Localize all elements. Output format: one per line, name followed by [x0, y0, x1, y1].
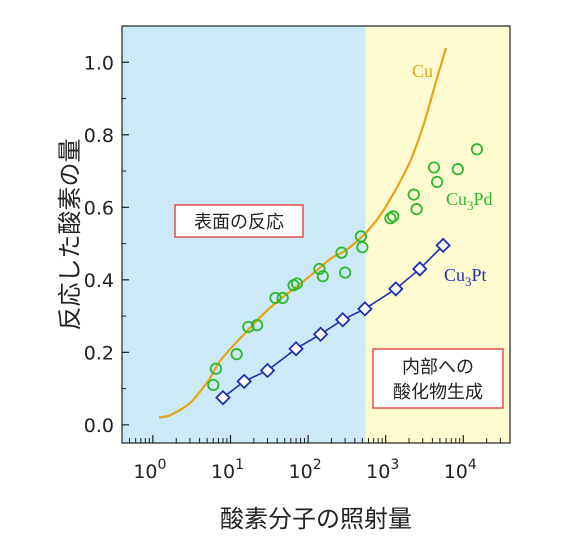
labels-layer: 酸素分子の照射量 反応した酸素の量 Cu Cu3Pd Cu3Pt 表面の反応内部への酸化物… — [56, 61, 504, 533]
cu3pd-point — [387, 210, 400, 223]
cu3pd-point — [431, 175, 444, 189]
cu3pt-point — [388, 281, 404, 297]
y-axis-title: 反応した酸素の量 — [56, 139, 84, 331]
cu3pt-point — [312, 326, 329, 342]
internal-oxide-label-line: 酸化物生成 — [393, 382, 483, 403]
x-tick-label: 103 — [366, 457, 399, 483]
cu3pd-point — [410, 203, 423, 216]
cu3pd-point — [313, 262, 326, 276]
cu3pd-point — [427, 161, 441, 174]
cu3pt-point — [236, 373, 252, 390]
cu3pd-point — [207, 378, 220, 392]
cu3pt-point — [259, 362, 276, 379]
cu3pd-point — [407, 188, 420, 201]
y-tick-label: 0.0 — [84, 415, 114, 437]
legend-cu3pt: Cu3Pt — [444, 265, 487, 289]
plot-frame — [121, 25, 511, 444]
x-tick-label: 100 — [133, 457, 166, 483]
series-cu3pt-line — [222, 244, 444, 399]
x-tick-label: 104 — [444, 457, 477, 483]
x-tick-label: 101 — [211, 457, 244, 483]
legend-cu3pd: Cu3Pd — [446, 189, 493, 213]
cu3pt-point — [335, 311, 351, 328]
cu3pt-point — [411, 261, 428, 277]
internal-oxide-box — [372, 348, 504, 409]
x-axis-title: 酸素分子の照射量 — [220, 505, 412, 533]
cu3pd-point — [339, 266, 352, 279]
cu3pt-point — [288, 340, 304, 357]
cu3pd-point — [242, 320, 255, 334]
series-layer — [158, 47, 484, 419]
cu3pd-point — [290, 277, 304, 290]
cu3pd-point — [316, 270, 329, 283]
cu3pd-point — [209, 362, 223, 375]
cu3pt-point — [435, 237, 451, 254]
cu3pt-point — [357, 301, 373, 317]
internal-oxide-label-line: 内部への — [402, 357, 474, 378]
cu3pd-point — [276, 291, 289, 305]
y-tick-label: 0.2 — [84, 342, 114, 364]
y-tick-label: 0.6 — [84, 197, 114, 219]
y-tick-label: 1.0 — [84, 52, 114, 74]
y-tick-label: 0.8 — [84, 125, 114, 147]
cu3pd-point — [451, 163, 464, 176]
cu3pt-point — [215, 389, 231, 406]
cu3pd-point — [335, 246, 348, 259]
cu3pd-point — [356, 241, 369, 254]
surface-reaction-box — [174, 204, 304, 238]
x-tick-label: 102 — [289, 457, 322, 483]
surface-reaction-label: 表面の反応 — [194, 212, 284, 233]
cu3pd-point — [470, 143, 484, 156]
y-tick-label: 0.4 — [84, 270, 114, 292]
cu3pd-point — [250, 319, 264, 332]
legend-cu: Cu — [412, 61, 433, 81]
regions — [122, 26, 510, 443]
cu3pd-point — [269, 291, 282, 305]
cu3pd-point — [230, 348, 243, 361]
